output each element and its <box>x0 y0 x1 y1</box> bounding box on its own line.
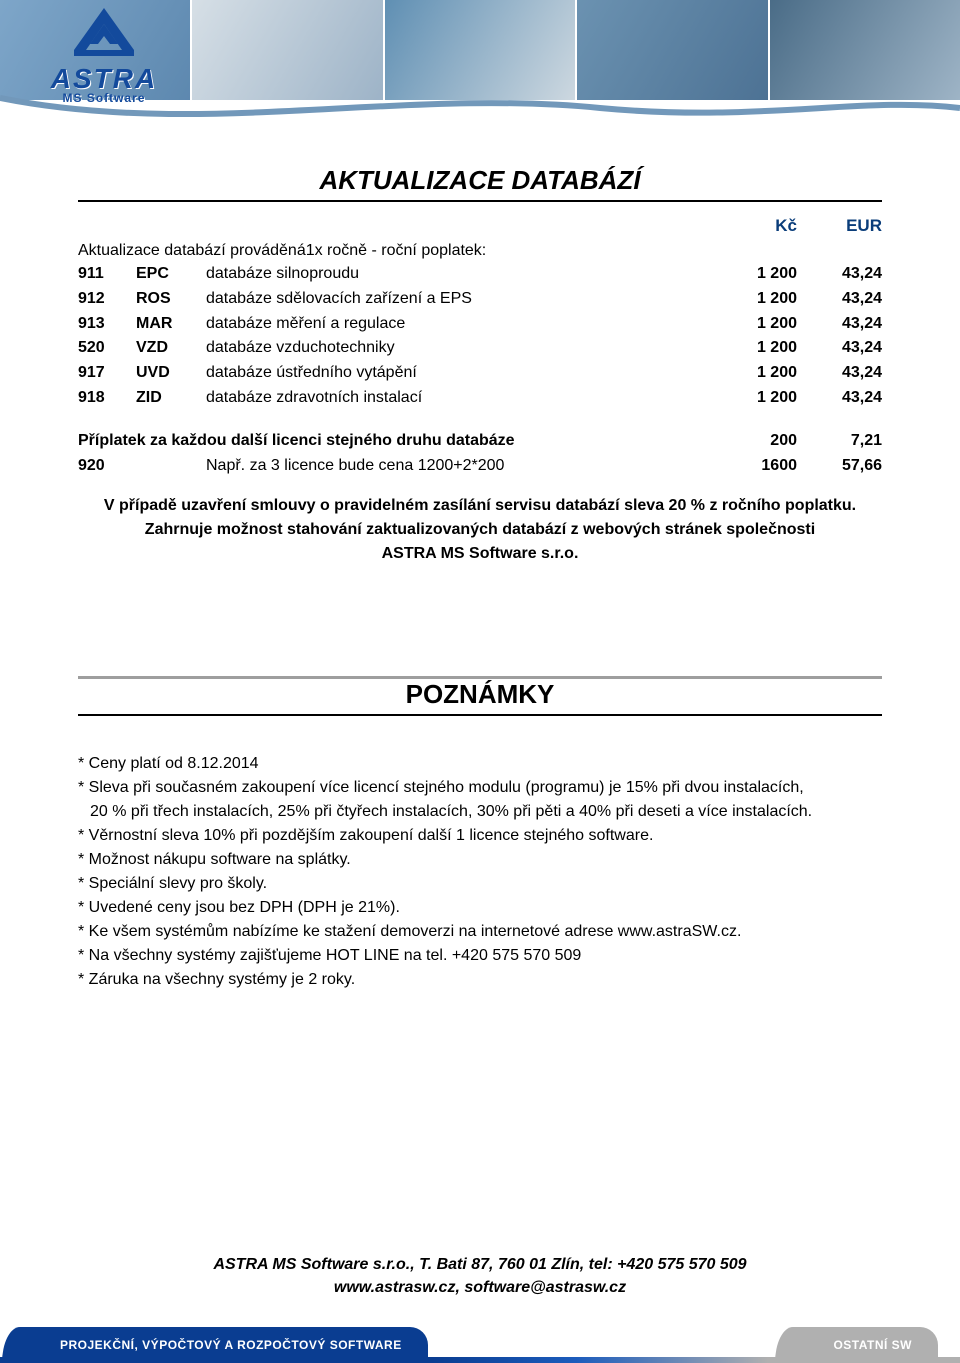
note-line: * Sleva při současném zakoupení více lic… <box>78 776 882 800</box>
section2-rule-bottom <box>78 714 882 716</box>
row-code: 911 <box>78 262 136 287</box>
row-desc: databáze měření a regulace <box>206 312 697 337</box>
note-line: * Speciální slevy pro školy. <box>78 872 882 896</box>
row-eur: 43,24 <box>797 287 882 312</box>
section1-rule-top <box>78 200 882 202</box>
row-kc: 1 200 <box>697 312 797 337</box>
row-eur: 43,24 <box>797 262 882 287</box>
table-row: 520VZDdatabáze vzduchotechniky1 20043,24 <box>78 336 882 361</box>
currency-row: Kč EUR <box>78 216 882 236</box>
row-desc: databáze vzduchotechniky <box>206 336 697 361</box>
bottom-tab3-label: OSTATNÍ SW <box>833 1338 912 1352</box>
section1-heading-wrap: AKTUALIZACE DATABÁZÍ <box>78 165 882 202</box>
note-line: * Uvedené ceny jsou bez DPH (DPH je 21%)… <box>78 896 882 920</box>
note-line: * Ke všem systémům nabízíme ke stažení d… <box>78 920 882 944</box>
section2-heading-wrap: POZNÁMKY <box>78 676 882 716</box>
row-eur: 43,24 <box>797 386 882 411</box>
logo-text-astra: ASTRA <box>24 66 184 91</box>
row-desc: databáze silnoproudu <box>206 262 697 287</box>
row-kc: 1 200 <box>697 336 797 361</box>
row-code: 912 <box>78 287 136 312</box>
surcharge-eur: 7,21 <box>797 429 882 454</box>
note-line: * Možnost nákupu software na splátky. <box>78 848 882 872</box>
table-row: 918ZIDdatabáze zdravotních instalací1 20… <box>78 386 882 411</box>
case-block: V případě uzavření smlouvy o pravidelném… <box>78 494 882 566</box>
astra-logo-icon <box>64 6 144 60</box>
row-abbr: ROS <box>136 287 206 312</box>
surcharge-label: Příplatek za každou další licenci stejné… <box>78 429 697 454</box>
example-row: 920 Např. za 3 licence bude cena 1200+2*… <box>78 454 882 479</box>
row-eur: 43,24 <box>797 336 882 361</box>
currency-kc: Kč <box>697 216 797 236</box>
surcharge-kc: 200 <box>697 429 797 454</box>
note-line: 20 % při třech instalacích, 25% při čtyř… <box>78 800 882 824</box>
row-abbr: MAR <box>136 312 206 337</box>
example-kc: 1600 <box>697 454 797 479</box>
row-desc: databáze zdravotních instalací <box>206 386 697 411</box>
row-eur: 43,24 <box>797 361 882 386</box>
row-kc: 1 200 <box>697 287 797 312</box>
example-code: 920 <box>78 454 136 479</box>
row-code: 918 <box>78 386 136 411</box>
row-abbr: EPC <box>136 262 206 287</box>
surcharge-row: Příplatek za každou další licenci stejné… <box>78 429 882 454</box>
note-line: * Ceny platí od 8.12.2014 <box>78 752 882 776</box>
footer-line1: ASTRA MS Software s.r.o., T. Bati 87, 76… <box>78 1254 882 1276</box>
note-line: * Záruka na všechny systémy je 2 roky. <box>78 968 882 992</box>
row-kc: 1 200 <box>697 361 797 386</box>
bottom-tab-ostatni: OSTATNÍ SW <box>795 1327 938 1363</box>
table-row: 911EPCdatabáze silnoproudu1 20043,24 <box>78 262 882 287</box>
section1-table: 911EPCdatabáze silnoproudu1 20043,24912R… <box>78 262 882 411</box>
footer-text: ASTRA MS Software s.r.o., T. Bati 87, 76… <box>78 1254 882 1299</box>
case-line: ASTRA MS Software s.r.o. <box>78 542 882 566</box>
footer-line2: www.astrasw.cz, software@astrasw.cz <box>78 1277 882 1299</box>
table-row: 913MARdatabáze měření a regulace1 20043,… <box>78 312 882 337</box>
row-desc: databáze sdělovacích zařízení a EPS <box>206 287 697 312</box>
row-kc: 1 200 <box>697 262 797 287</box>
table-row: 912ROSdatabáze sdělovacích zařízení a EP… <box>78 287 882 312</box>
section1-intro: Aktualizace databází prováděná1x ročně -… <box>78 242 882 260</box>
bottom-bar: PROJEKČNÍ, VÝPOČTOVÝ A ROZPOČTOVÝ SOFTWA… <box>0 1321 960 1363</box>
currency-eur: EUR <box>797 216 882 236</box>
note-line: * Na všechny systémy zajišťujeme HOT LIN… <box>78 944 882 968</box>
note-line: * Věrnostní sleva 10% při pozdějším zako… <box>78 824 882 848</box>
row-abbr: UVD <box>136 361 206 386</box>
notes-block: * Ceny platí od 8.12.2014* Sleva při sou… <box>78 752 882 992</box>
section2-title: POZNÁMKY <box>78 679 882 710</box>
example-abbr <box>136 454 206 479</box>
case-line: Zahrnuje možnost stahování zaktualizovan… <box>78 518 882 542</box>
section1-title: AKTUALIZACE DATABÁZÍ <box>78 165 882 196</box>
row-eur: 43,24 <box>797 312 882 337</box>
logo: ASTRA MS Software <box>24 6 184 116</box>
row-desc: databáze ústředního vytápění <box>206 361 697 386</box>
row-code: 917 <box>78 361 136 386</box>
case-line: V případě uzavření smlouvy o pravidelném… <box>78 494 882 518</box>
row-abbr: ZID <box>136 386 206 411</box>
row-code: 913 <box>78 312 136 337</box>
row-code: 520 <box>78 336 136 361</box>
row-kc: 1 200 <box>697 386 797 411</box>
bottom-tab-projekcni: PROJEKČNÍ, VÝPOČTOVÝ A ROZPOČTOVÝ SOFTWA… <box>22 1327 428 1363</box>
bottom-tab1-label: PROJEKČNÍ, VÝPOČTOVÝ A ROZPOČTOVÝ SOFTWA… <box>60 1338 402 1352</box>
example-desc: Např. za 3 licence bude cena 1200+2*200 <box>206 454 697 479</box>
row-abbr: VZD <box>136 336 206 361</box>
example-eur: 57,66 <box>797 454 882 479</box>
table-row: 917UVDdatabáze ústředního vytápění1 2004… <box>78 361 882 386</box>
header-banner: ASTRA MS Software <box>0 0 960 135</box>
content-area: AKTUALIZACE DATABÁZÍ Kč EUR Aktualizace … <box>0 135 960 992</box>
logo-text-ms: MS Software <box>24 91 184 105</box>
